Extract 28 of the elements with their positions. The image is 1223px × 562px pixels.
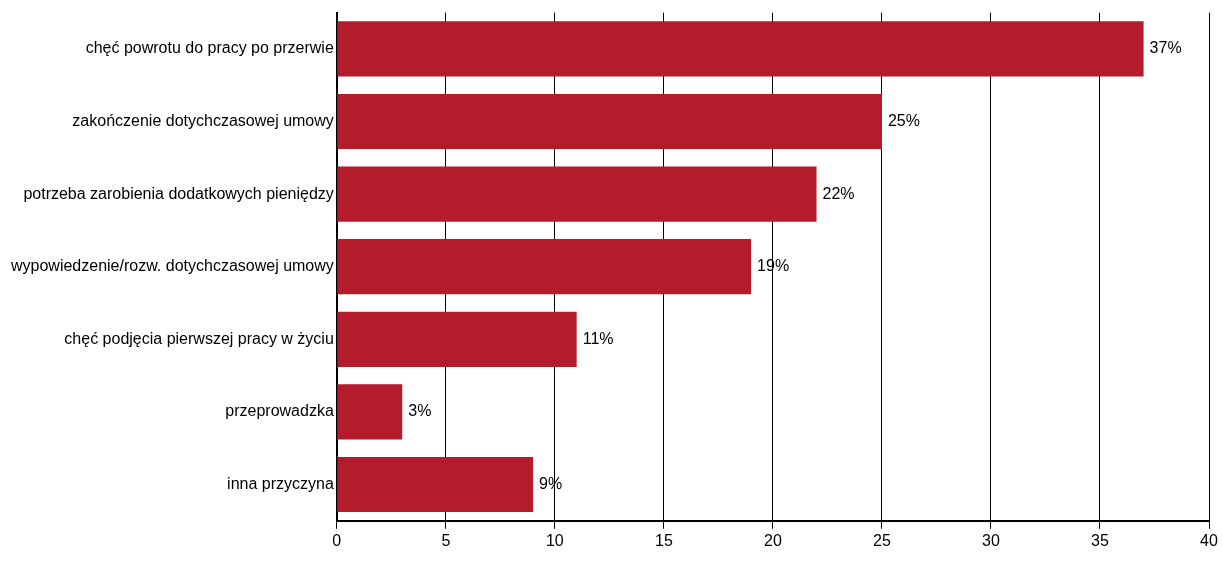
data-label: 37% xyxy=(1149,39,1182,57)
bar xyxy=(337,93,882,150)
bar xyxy=(337,384,403,440)
bar xyxy=(337,239,752,295)
y-tick-label: chęć podjęcia pierwszej pracy w życiu xyxy=(64,329,334,347)
x-tick-label: 5 xyxy=(441,531,451,549)
bar xyxy=(337,456,534,513)
x-tick-label: 35 xyxy=(1091,531,1109,549)
x-tick-label: 20 xyxy=(764,531,782,549)
y-tick-label: chęć powrotu do pracy po przerwie xyxy=(85,39,334,57)
y-tick-label: wypowiedzenie/rozw. dotychczasowej umowy xyxy=(10,257,334,275)
y-tick-label: przeprowadzka xyxy=(225,402,334,420)
x-tick-label: 10 xyxy=(545,531,564,549)
x-tick-label: 40 xyxy=(1200,531,1218,549)
bar xyxy=(337,21,1144,77)
x-tick-label: 15 xyxy=(654,531,673,549)
y-tick-label: zakończenie dotychczasowej umowy xyxy=(72,111,334,129)
x-tick-label: 0 xyxy=(332,531,342,549)
data-label: 25% xyxy=(887,111,920,129)
data-label: 22% xyxy=(822,184,855,202)
y-tick-label: inna przyczyna xyxy=(227,474,334,492)
x-tick-label: 25 xyxy=(873,531,891,549)
data-label: 3% xyxy=(408,402,432,420)
x-tick-label: 30 xyxy=(982,531,1000,549)
y-tick-label: potrzeba zarobienia dodatkowych pieniędzy xyxy=(23,184,334,202)
bar xyxy=(337,311,577,367)
data-label: 11% xyxy=(582,329,614,347)
bar xyxy=(337,166,817,222)
